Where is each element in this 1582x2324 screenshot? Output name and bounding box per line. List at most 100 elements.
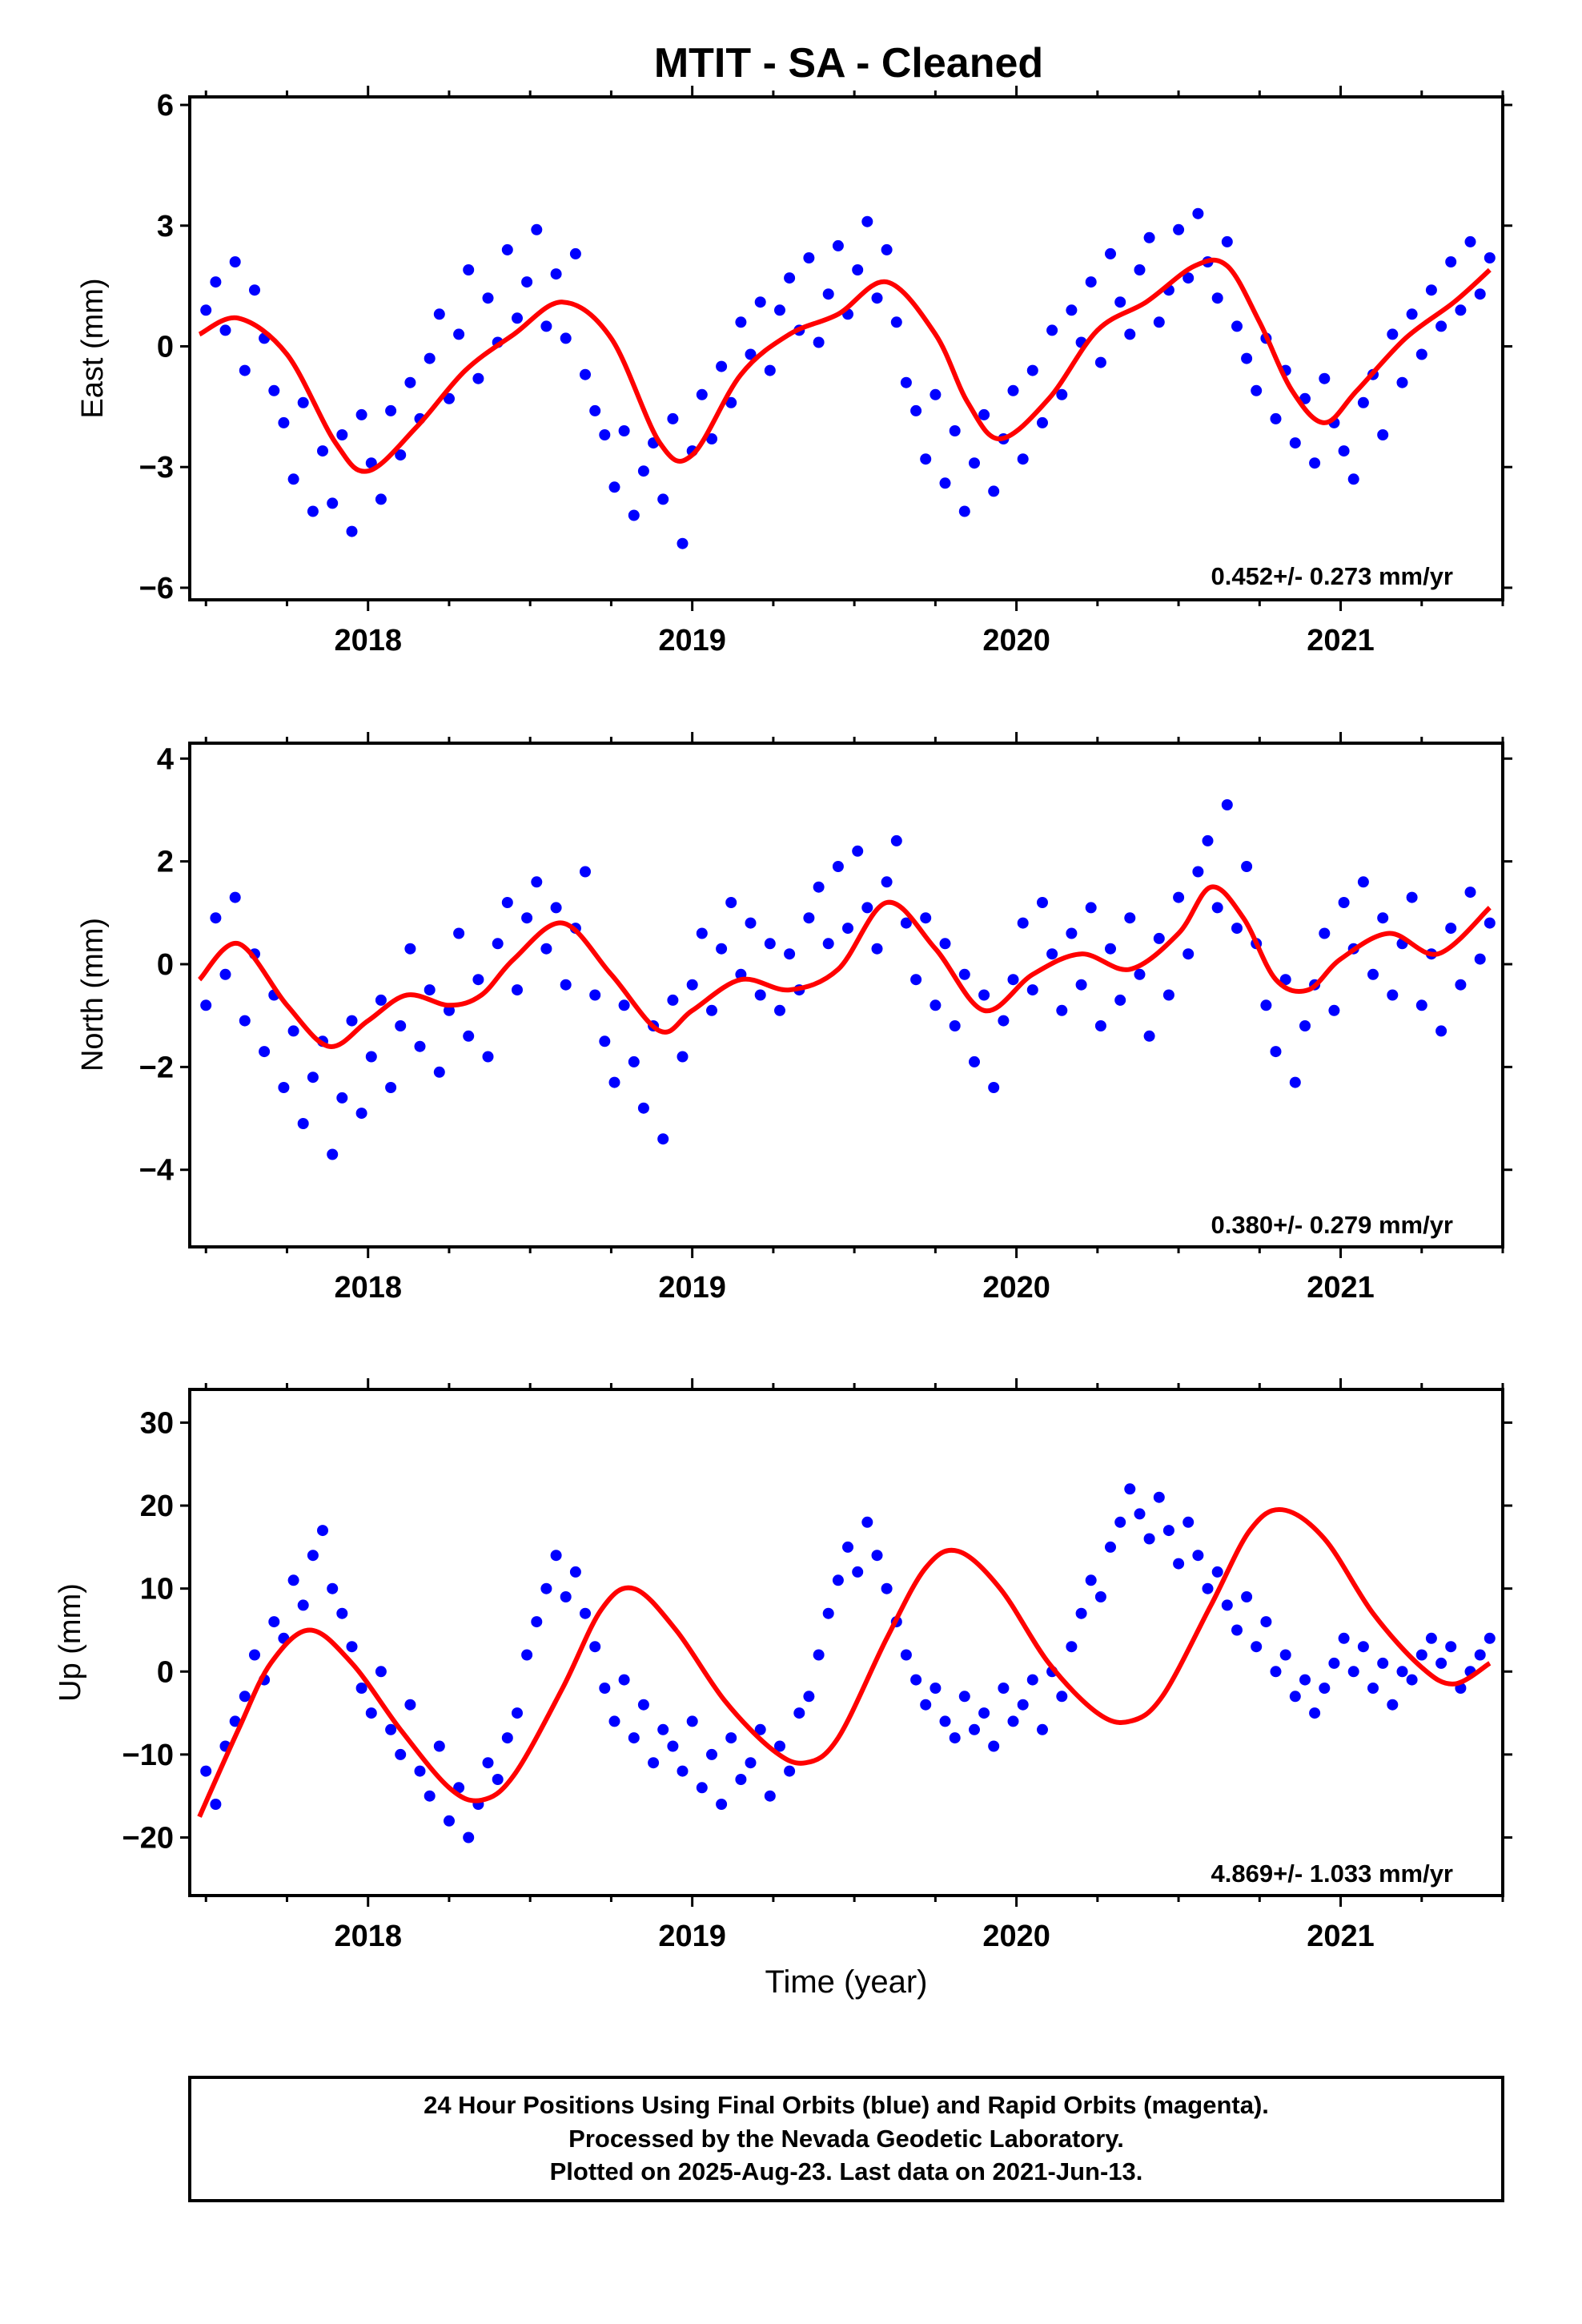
data-point — [1182, 948, 1195, 960]
data-point — [1192, 207, 1204, 219]
data-point — [1056, 388, 1068, 400]
data-point — [1367, 968, 1379, 980]
data-point — [1007, 384, 1019, 396]
data-point — [998, 1015, 1010, 1027]
y-tick-label: 0 — [157, 948, 174, 982]
data-point — [716, 943, 728, 955]
data-point — [1046, 948, 1058, 960]
data-point — [550, 268, 562, 280]
data-point — [433, 1066, 445, 1078]
data-point — [521, 276, 533, 288]
y-tick-label: 30 — [140, 1406, 174, 1440]
data-point — [1143, 231, 1155, 243]
data-point — [1445, 923, 1457, 935]
data-point — [1221, 799, 1233, 810]
footer-line-2: Processed by the Nevada Geodetic Laborat… — [568, 2125, 1124, 2153]
data-point — [1192, 1550, 1204, 1562]
data-point — [822, 938, 834, 950]
data-point — [200, 304, 212, 316]
data-point — [210, 912, 222, 924]
data-point — [560, 1591, 572, 1602]
data-point — [1105, 1541, 1116, 1553]
data-point — [1338, 1632, 1350, 1644]
data-point — [920, 912, 932, 924]
north-points — [200, 799, 1496, 1160]
data-point — [1474, 288, 1486, 300]
data-point — [774, 1004, 785, 1016]
data-point — [1347, 473, 1359, 485]
data-point — [930, 1683, 942, 1694]
data-point — [958, 1691, 970, 1703]
y-tick-label: −4 — [139, 1154, 174, 1188]
data-point — [1251, 384, 1263, 396]
y-tick-label: 4 — [157, 742, 174, 776]
data-point — [1202, 834, 1214, 846]
data-point — [1211, 1566, 1223, 1578]
data-point — [336, 1607, 348, 1619]
data-point — [1377, 429, 1389, 440]
data-point — [842, 923, 853, 935]
data-point — [472, 372, 484, 384]
data-point — [657, 1723, 669, 1735]
up-y-axis-label: Up (mm) — [54, 1583, 87, 1702]
data-point — [327, 1582, 339, 1594]
data-point — [1037, 1723, 1048, 1735]
data-point — [463, 264, 475, 275]
data-point — [784, 272, 796, 284]
data-point — [307, 1072, 319, 1084]
data-point — [355, 1108, 367, 1120]
data-point — [696, 1782, 708, 1794]
data-point — [550, 1550, 562, 1562]
data-point — [657, 493, 669, 505]
data-point — [1114, 994, 1126, 1006]
data-point — [297, 1118, 309, 1129]
data-point — [1173, 891, 1185, 903]
data-point — [803, 1691, 815, 1703]
data-point — [618, 425, 630, 436]
data-point — [1396, 1666, 1408, 1678]
data-point — [628, 1732, 640, 1744]
data-point — [910, 404, 922, 416]
east-y-ticks: 6 3 0 −3 −6 — [139, 89, 1512, 605]
x-tick-label: 2018 — [334, 1920, 402, 1953]
data-point — [1309, 1707, 1321, 1719]
data-point — [1134, 968, 1146, 980]
data-point — [1124, 912, 1136, 924]
data-point — [1094, 1020, 1106, 1031]
data-point — [395, 449, 407, 461]
data-point — [900, 376, 912, 388]
data-point — [1445, 256, 1457, 267]
data-point — [910, 974, 922, 986]
data-point — [930, 999, 942, 1011]
data-point — [492, 938, 504, 950]
north-panel: 4 2 0 −2 −4 2018 2019 2020 2021 North (mm) 0.38… — [76, 732, 1512, 1305]
data-point — [1105, 943, 1116, 955]
data-point — [1377, 1657, 1389, 1669]
data-point — [949, 1020, 961, 1031]
data-point — [1211, 292, 1223, 304]
data-point — [881, 1582, 893, 1594]
data-point — [569, 1566, 581, 1578]
data-point — [1066, 304, 1078, 316]
data-point — [239, 1691, 251, 1703]
data-point — [540, 320, 552, 332]
data-point — [890, 316, 902, 328]
data-point — [1415, 1649, 1427, 1661]
data-point — [1085, 902, 1097, 914]
data-point — [1221, 1599, 1233, 1611]
y-tick-label: −2 — [139, 1051, 174, 1084]
data-point — [540, 1582, 552, 1594]
data-point — [404, 376, 416, 388]
data-point — [637, 1102, 649, 1114]
data-point — [482, 1051, 494, 1063]
data-point — [958, 968, 970, 980]
data-point — [200, 999, 212, 1011]
north-y-axis-label: North (mm) — [76, 918, 110, 1072]
east-panel: 6 3 0 −3 −6 2018 2019 2020 2021 East (mm) 0.452… — [76, 86, 1512, 657]
data-point — [803, 912, 815, 924]
data-point — [978, 989, 990, 1001]
data-point — [540, 943, 552, 955]
data-point — [1066, 927, 1078, 939]
data-point — [677, 1765, 689, 1777]
data-point — [686, 1715, 698, 1727]
